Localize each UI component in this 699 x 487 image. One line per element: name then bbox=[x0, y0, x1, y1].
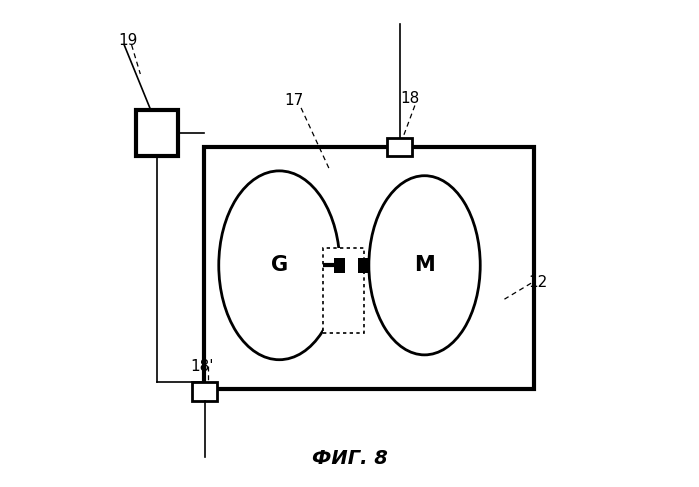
Bar bbox=[323, 248, 364, 333]
Text: ФИГ. 8: ФИГ. 8 bbox=[312, 450, 387, 468]
Ellipse shape bbox=[369, 176, 480, 355]
Text: 17: 17 bbox=[284, 93, 303, 108]
Text: 12: 12 bbox=[528, 275, 548, 290]
Text: 18': 18' bbox=[190, 359, 214, 375]
Text: 18: 18 bbox=[401, 91, 419, 106]
Ellipse shape bbox=[219, 171, 340, 360]
Text: G: G bbox=[271, 255, 288, 275]
Bar bbox=[192, 382, 217, 401]
Bar bbox=[136, 111, 178, 156]
Bar bbox=[204, 147, 533, 389]
Text: M: M bbox=[415, 255, 435, 275]
Text: 19: 19 bbox=[118, 33, 138, 48]
Bar bbox=[334, 258, 345, 273]
Bar bbox=[358, 258, 369, 273]
Bar bbox=[387, 138, 412, 156]
